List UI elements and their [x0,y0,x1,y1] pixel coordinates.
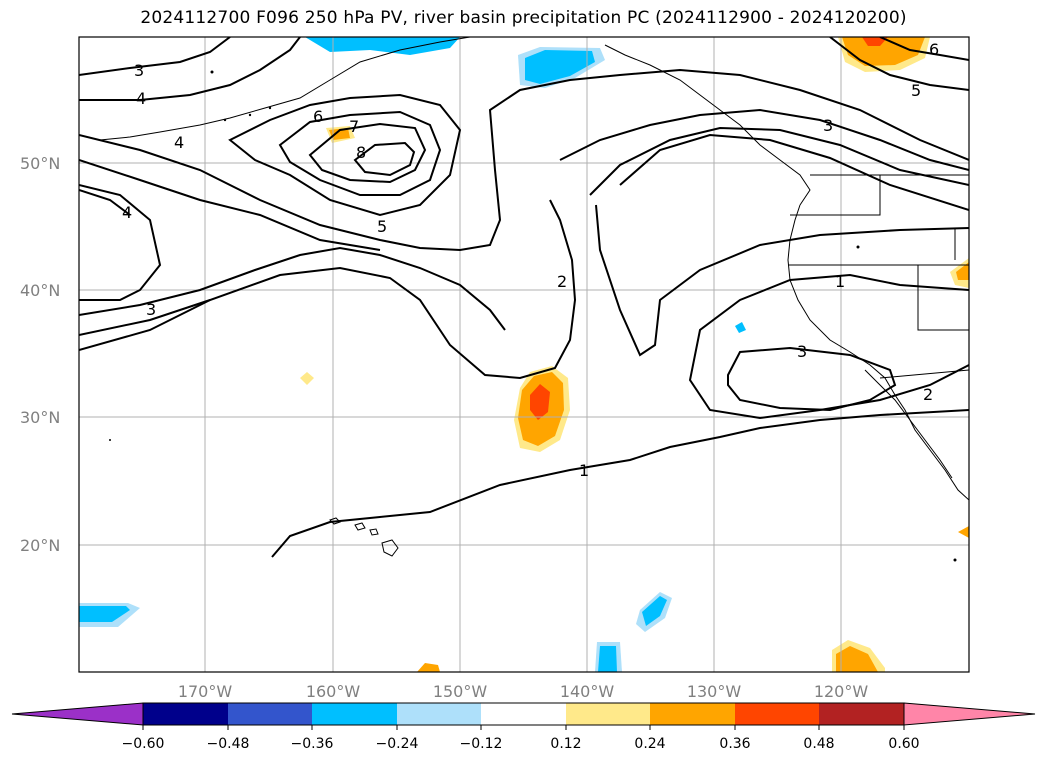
contour-label: 8 [356,143,366,162]
coastlines [99,37,969,501]
pos-patch-east-small [958,526,969,538]
colorbar-tick-label: 0.60 [888,736,919,752]
map-area [79,37,969,672]
colorbar-bin [819,703,904,725]
contour-label: 5 [377,217,387,236]
contour-label: 2 [557,272,567,291]
pos-patch-ne-mid [842,37,925,66]
colorbar-ticks [142,725,905,730]
colorbar-under-arrow [11,702,144,726]
colorbar-tick-label: −0.24 [376,736,419,752]
lat-label-50n: 50°N [20,154,60,173]
neg-patch-top [305,37,460,55]
lat-label-30n: 30°N [20,408,60,427]
colorbar-tick-label: 0.48 [803,736,834,752]
colorbar-tick-label: −0.60 [122,736,165,752]
small-islands [109,70,957,562]
neg-patch-west-core [79,606,130,622]
neg-patch-east [735,322,746,333]
pos-patch-ne-core [862,37,888,46]
colorbar-tick-label: −0.36 [291,736,334,752]
colorbar-bin [143,703,228,725]
lon-label-170w: 170°W [178,682,233,701]
colorbar-tick-label: 0.12 [550,736,581,752]
latitude-labels: 50°N 40°N 30°N 20°N [20,154,60,555]
lon-label-150w: 150°W [433,682,488,701]
colorbar-tick-label: 0.24 [634,736,665,752]
lon-label-130w: 130°W [687,682,742,701]
contour-label: 6 [929,40,939,59]
lon-label-120w: 120°W [814,682,869,701]
colorbar-bin [228,703,312,725]
contour-label: 1 [835,272,845,291]
neg-patch-center-core [642,596,667,626]
colorbar-bin [566,703,650,725]
contour-label: 3 [134,61,144,80]
contour-label: 4 [136,89,146,108]
map-frame [78,36,970,673]
colorbar-bin [397,703,481,725]
colorbar-tick-label: −0.48 [207,736,250,752]
pos-patch-center-core [530,384,550,420]
contour-labels: 3 4 4 4 3 6 7 8 5 2 1 1 3 3 5 6 2 [122,40,939,480]
pos-patch-small-nw-core [329,128,350,140]
contour-label: 1 [579,461,589,480]
contour-label: 4 [174,133,184,152]
colorbar-tick-label: −0.12 [460,736,503,752]
colorbar-bin [650,703,735,725]
contour-label: 2 [923,385,933,404]
neg-patch-north-core [525,50,595,84]
colorbar-bin [735,703,819,725]
lat-label-20n: 20°N [20,536,60,555]
colorbar-tick-label: 0.36 [719,736,750,752]
pos-patch-east-core [956,262,969,280]
contour-label: 6 [313,107,323,126]
colorbar-bin [312,703,397,725]
pos-patch-dot [300,372,314,385]
colorbar-bin [481,703,566,725]
contour-label: 3 [797,342,807,361]
map-title: 2024112700 F096 250 hPa PV, river basin … [140,8,907,28]
contour-label: 7 [349,117,359,136]
lon-label-160w: 160°W [306,682,361,701]
precip-patches [79,37,969,672]
pos-patch-south-mid [836,646,878,672]
contour-label: 3 [146,300,156,319]
longitude-labels: 170°W 160°W 150°W 140°W 130°W 120°W [178,682,869,701]
pv-contours [79,37,969,558]
contour-label: 4 [122,203,132,222]
colorbar-over-arrow [903,702,1036,726]
contour-label: 5 [911,81,921,100]
lon-label-140w: 140°W [560,682,615,701]
colorbar: −0.60 −0.48 −0.36 −0.24 −0.12 0.12 0.24 … [11,702,1036,752]
lat-label-40n: 40°N [20,281,60,300]
neg-patch-south-core [598,646,617,672]
contour-label: 3 [823,116,833,135]
pos-patch-bottom [417,663,440,672]
